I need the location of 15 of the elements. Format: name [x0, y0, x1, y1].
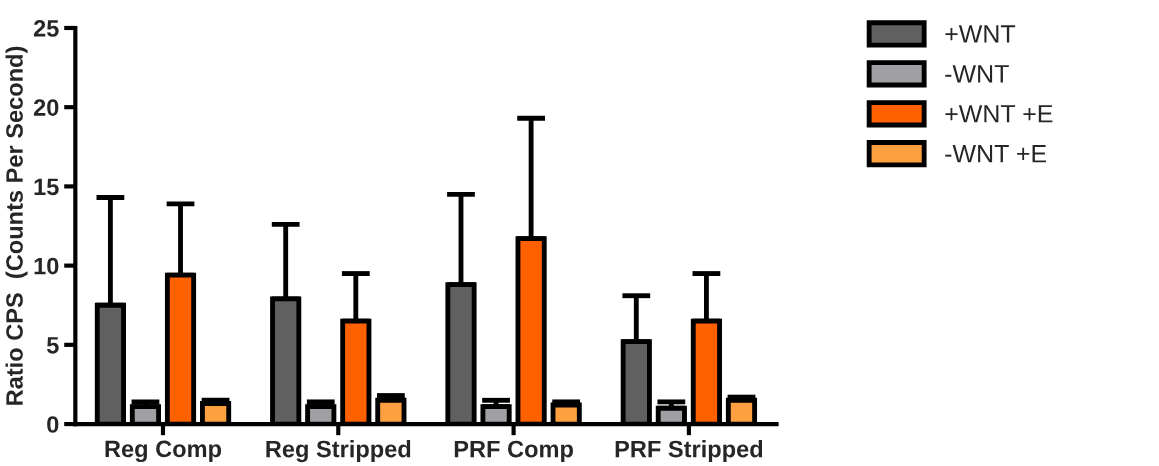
x-tick-label: PRF Comp — [454, 440, 573, 463]
x-tick-label: PRF Stripped — [615, 440, 763, 463]
y-tick-label: 5 — [46, 337, 59, 354]
y-tick-label: 25 — [33, 20, 59, 37]
y-tick-label: 10 — [34, 257, 59, 275]
y-tick-label: 15 — [34, 178, 59, 196]
x-tick-label: Reg Comp — [105, 440, 222, 463]
legend-label: -WNT — [945, 65, 1009, 83]
y-axis-title: Ratio CPS (Counts Per Second) — [5, 46, 28, 405]
legend-label: -WNT +E — [945, 145, 1047, 163]
legend-label: +WNT +E — [945, 105, 1053, 123]
legend-label: +WNT — [945, 25, 1016, 43]
y-tick-label: 20 — [33, 99, 59, 116]
x-tick-label: Reg Stripped — [266, 440, 411, 463]
y-tick-label: 0 — [47, 416, 59, 433]
